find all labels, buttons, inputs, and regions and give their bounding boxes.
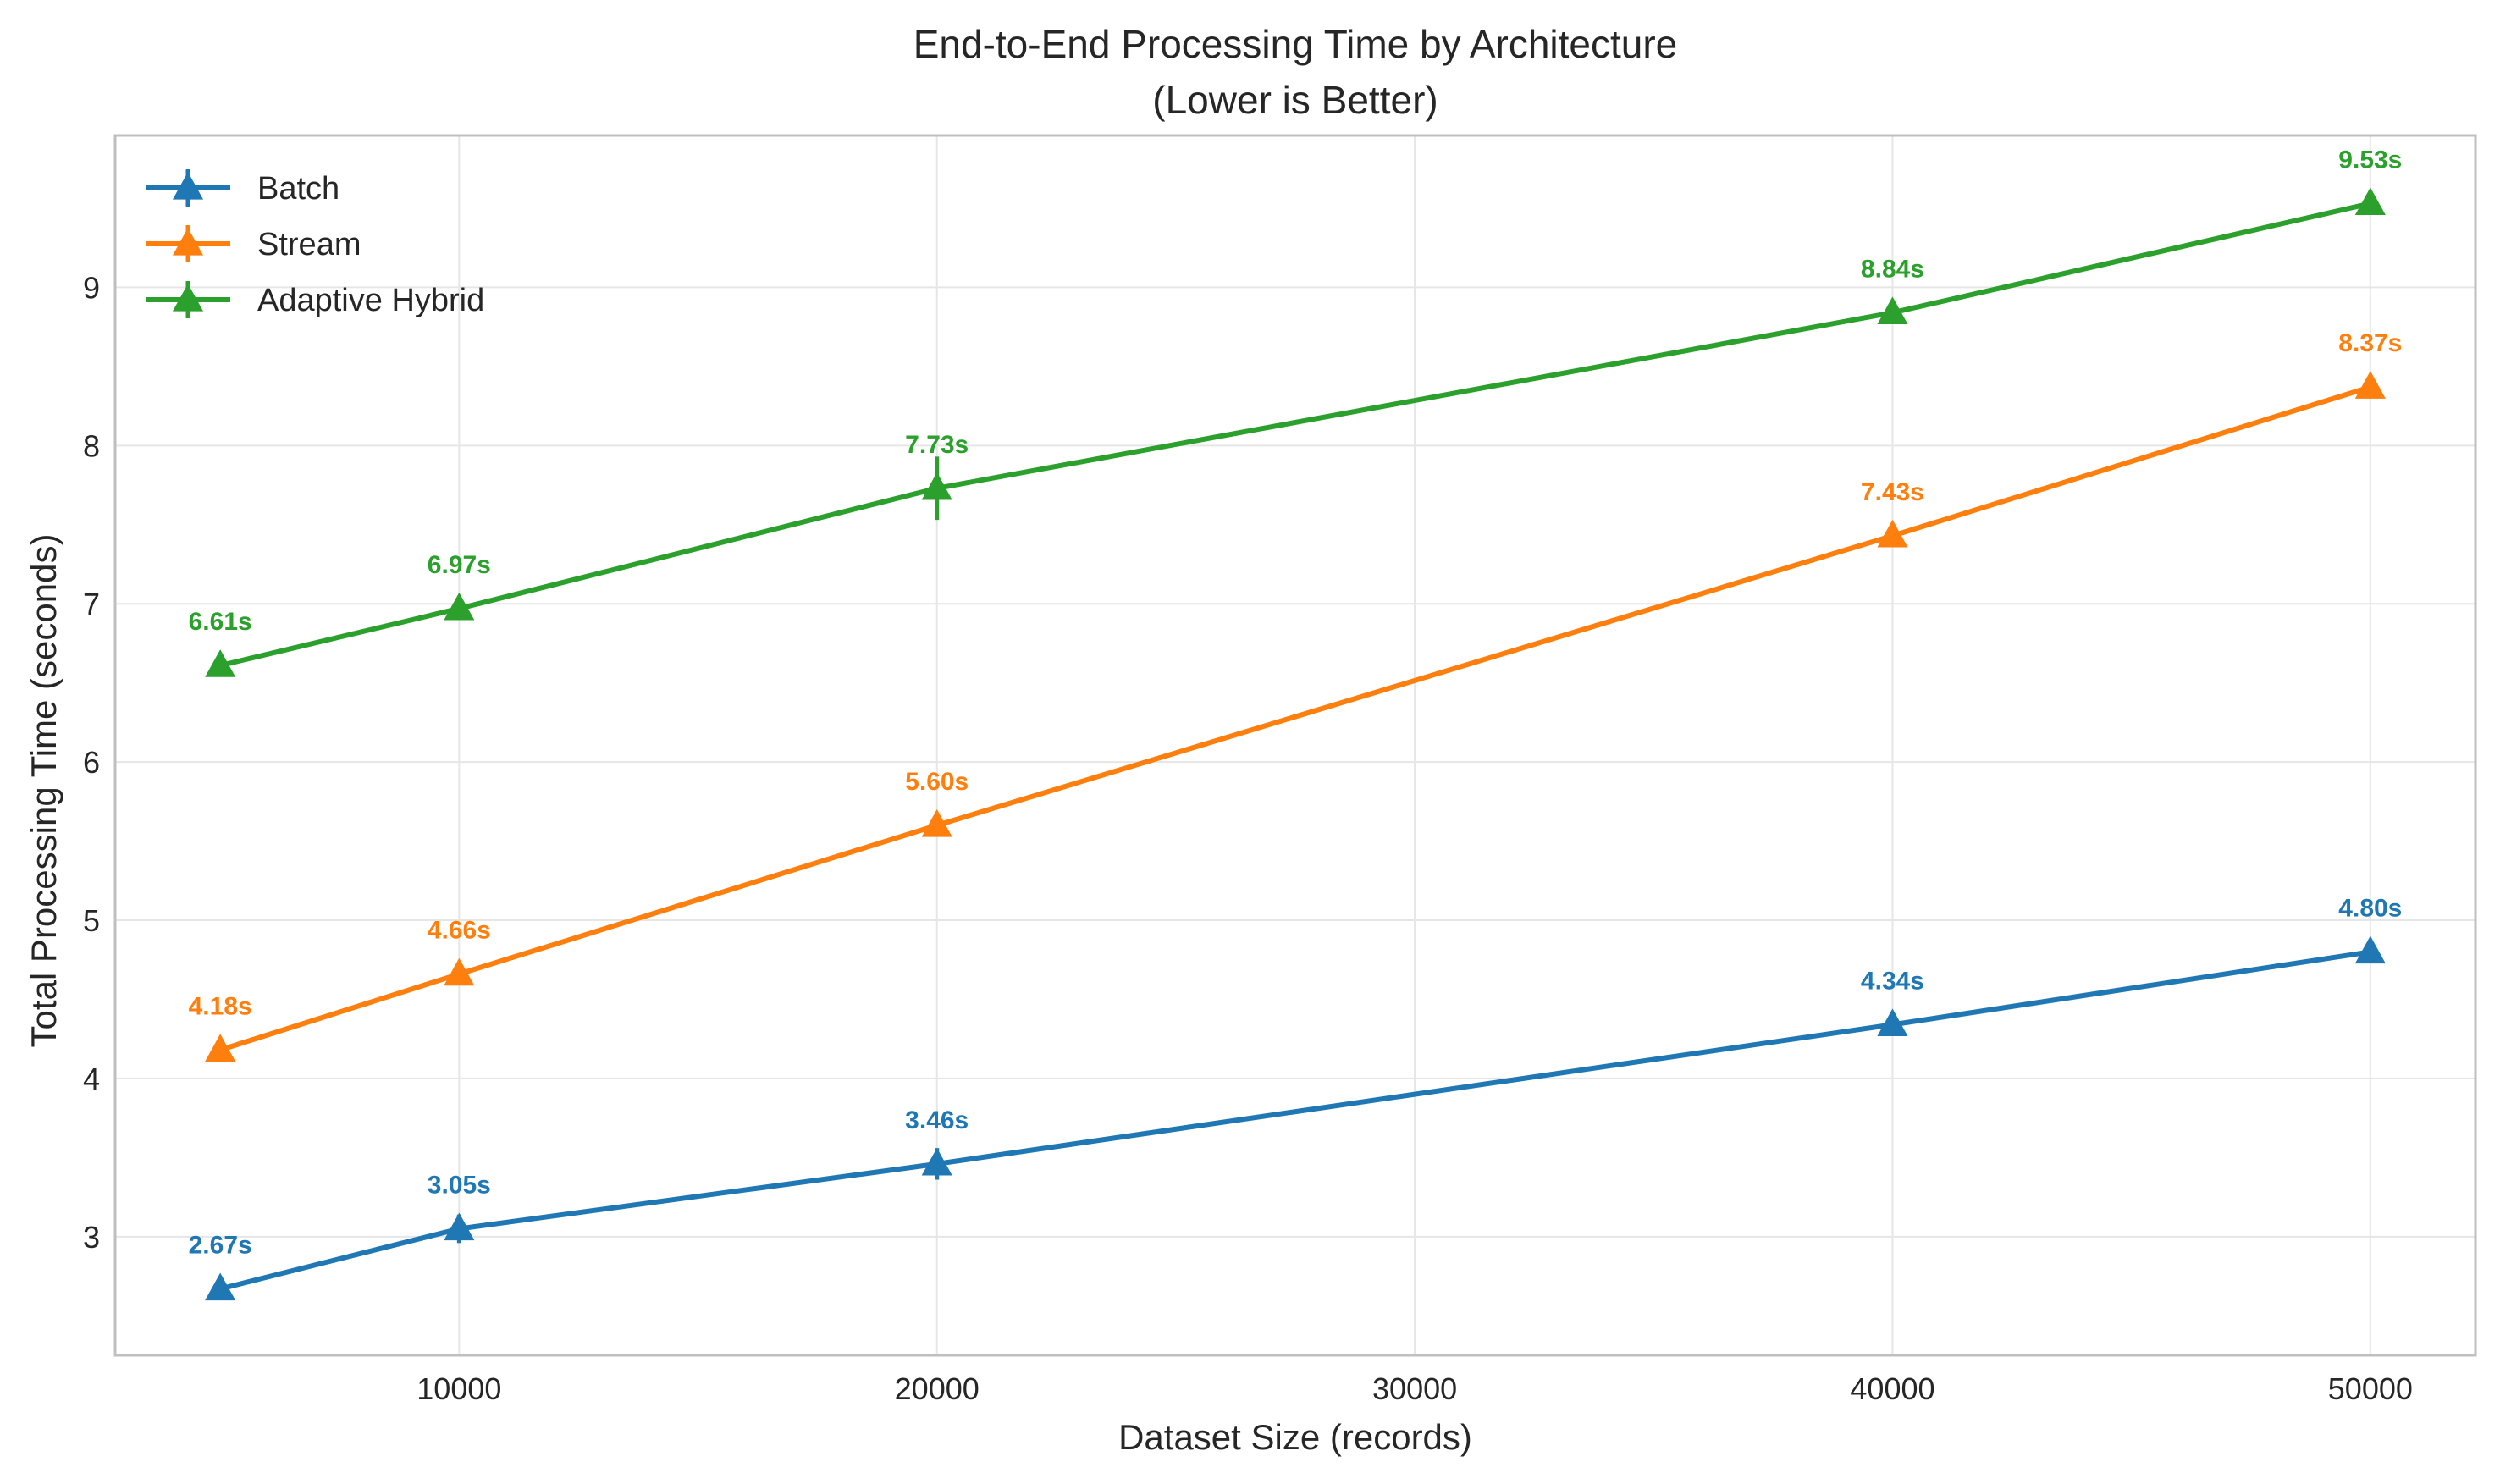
legend-item-adaptive-hybrid: Adaptive Hybrid [146,281,484,318]
x-axis: 10000 20000 30000 40000 50000 [417,1371,2413,1406]
data-label-batch: 3.05s [428,1171,491,1199]
series-stream [205,371,2386,1062]
data-label-batch: 2.67s [189,1232,252,1260]
data-labels: 2.67s 3.05s 3.46s 4.34s 4.80s 4.18s 4.66s 5.60s… [189,146,2403,1259]
x-tick-label: 30000 [1372,1371,1457,1406]
x-tick-label: 20000 [895,1371,980,1406]
data-label-stream: 5.60s [905,768,969,796]
chart-title: End-to-End Processing Time by Architectu… [913,22,1678,66]
y-tick-label: 4 [83,1062,100,1096]
data-label-batch: 4.34s [1861,967,1924,995]
data-label-adaptive-hybrid: 7.73s [905,431,969,459]
data-point-marker [205,649,236,677]
data-point-marker [1877,519,1908,548]
data-point-marker [921,808,952,837]
y-tick-label: 6 [83,745,100,780]
data-point-marker [444,592,475,621]
data-point-marker [2354,935,2386,964]
x-tick-label: 40000 [1850,1371,1934,1406]
legend-item-stream: Stream [146,225,361,262]
data-label-batch: 3.46s [905,1106,969,1134]
data-label-stream: 4.66s [428,917,491,945]
grid [115,135,2475,1355]
y-tick-label: 9 [83,270,100,305]
y-tick-label: 5 [83,903,100,938]
data-point-marker [1877,296,1908,325]
legend-marker [172,172,204,200]
data-label-stream: 8.37s [2338,329,2402,357]
y-tick-label: 3 [83,1220,100,1255]
data-point-marker [444,957,475,986]
y-axis-label: Total Processing Time (seconds) [24,534,63,1048]
series-adaptive-hybrid [205,187,2386,677]
series [205,187,2386,1301]
chart-subtitle: (Lower is Better) [1152,78,1438,122]
legend-item-batch: Batch [146,169,339,207]
data-label-adaptive-hybrid: 6.97s [428,551,491,579]
series-line-batch [219,949,2371,1292]
legend-marker [172,228,204,256]
data-label-adaptive-hybrid: 6.61s [189,608,252,636]
data-point-marker [444,1212,475,1241]
data-point-marker [1877,1008,1908,1037]
data-point-marker [205,1034,236,1062]
data-point-marker [2354,187,2386,216]
data-point-marker [205,1272,236,1301]
y-axis: 3 4 5 6 7 8 9 [83,270,100,1254]
data-label-batch: 4.80s [2338,894,2402,922]
legend-label: Stream [257,227,361,262]
data-label-stream: 4.18s [189,992,252,1020]
data-label-adaptive-hybrid: 8.84s [1861,255,1924,283]
data-point-marker [2354,371,2386,399]
legend-marker [172,284,204,312]
y-tick-label: 7 [83,587,100,621]
legend-label: Adaptive Hybrid [257,283,484,318]
x-tick-label: 10000 [417,1371,501,1406]
data-point-marker [921,1147,952,1176]
x-axis-label: Dataset Size (records) [1118,1417,1472,1457]
data-label-stream: 7.43s [1861,478,1924,506]
series-batch [205,935,2386,1301]
legend: Batch Stream Adaptive Hybrid [146,169,484,318]
plot-frame [113,134,2477,1357]
legend-label: Batch [257,171,339,207]
series-line-adaptive-hybrid [219,201,2371,669]
y-tick-label: 8 [83,428,100,463]
data-point-marker [921,472,952,500]
series-line-stream [219,384,2371,1053]
x-tick-label: 50000 [2328,1371,2413,1406]
data-label-adaptive-hybrid: 9.53s [2338,146,2402,174]
